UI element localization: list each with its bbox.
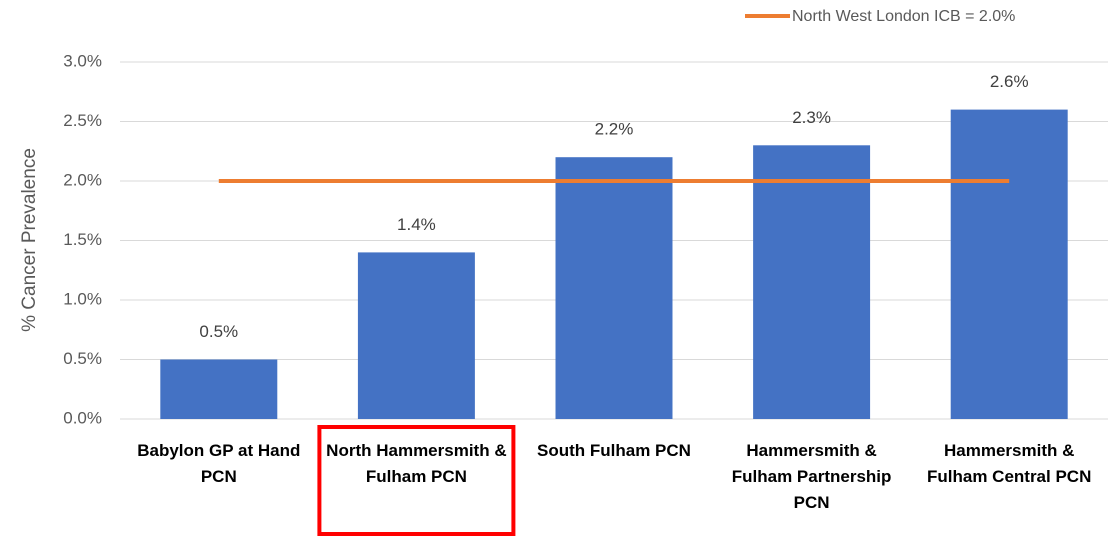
y-tick-label: 1.0% [63,289,102,308]
x-tick-label: North Hammersmith & Fulham PCN [326,441,507,486]
x-tick-label: Hammersmith & Fulham Partnership PCN [731,441,892,512]
x-tick-label: Hammersmith & Fulham Central PCN [927,441,1092,486]
bar [160,359,278,419]
y-tick-label: 0.5% [63,349,102,368]
x-tick-label: South Fulham PCN [537,441,691,460]
bar [950,109,1068,419]
bar [357,252,475,419]
data-label: 1.4% [397,215,436,234]
y-tick-label: 3.0% [63,51,102,70]
data-label: 2.3% [792,108,831,127]
y-tick-label: 2.0% [63,170,102,189]
legend-label: North West London ICB = 2.0% [792,8,1015,25]
bar [753,145,871,420]
y-tick-label: 0.0% [63,408,102,427]
data-label: 2.6% [990,72,1029,91]
y-tick-label: 1.5% [63,230,102,249]
data-label: 2.2% [595,120,634,139]
data-label: 0.5% [199,322,238,341]
x-tick-label: Babylon GP at Hand PCN [137,441,301,486]
y-tick-label: 2.5% [63,111,102,130]
y-axis-label: % Cancer Prevalence [19,148,40,332]
bar [555,157,673,419]
highlight-box [317,425,516,536]
